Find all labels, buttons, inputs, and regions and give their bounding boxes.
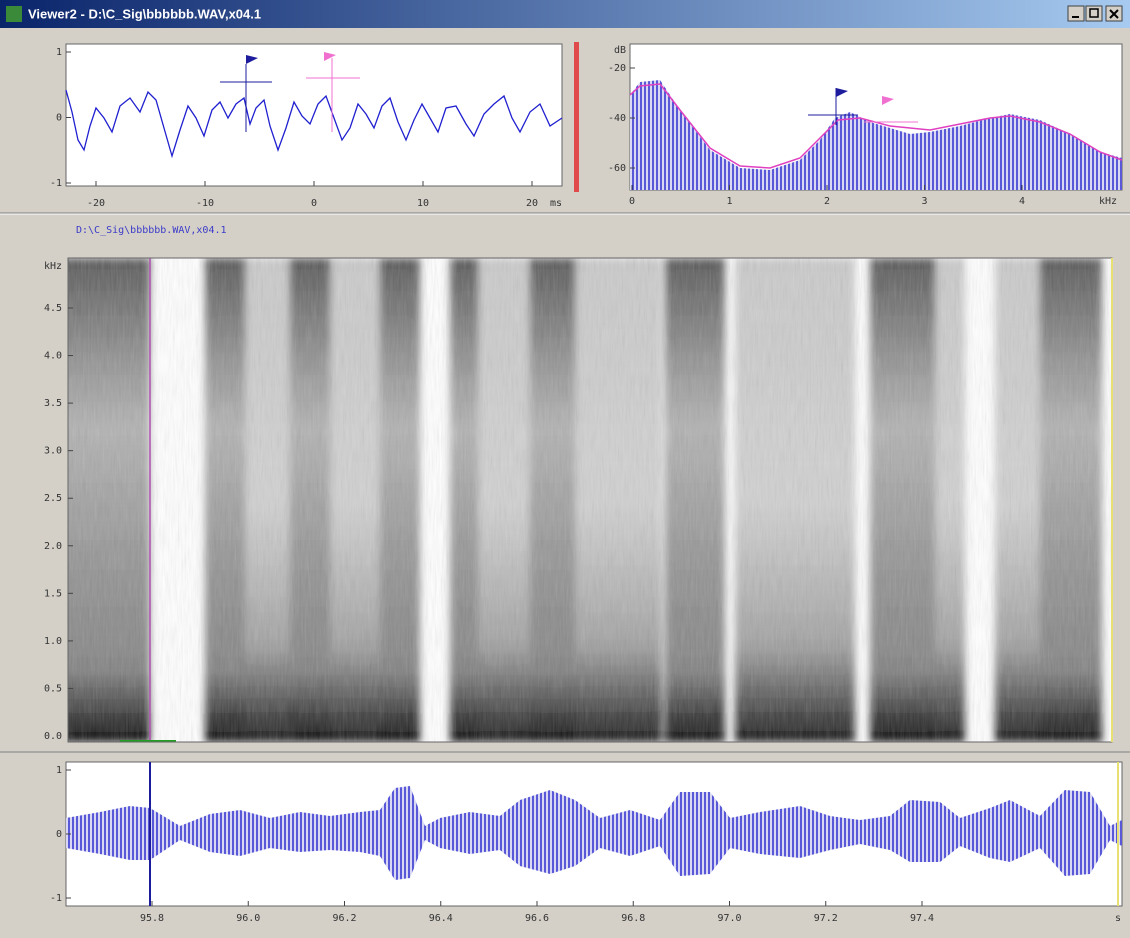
window-buttons[interactable] [1067, 5, 1123, 22]
minimize-button[interactable] [1067, 5, 1085, 22]
x-tick-label: 10 [417, 198, 429, 209]
spectral-envelope [629, 83, 1123, 169]
blue-flag [246, 55, 258, 64]
x-tick-label: 4 [1019, 196, 1025, 207]
y-tick-label: 0.0 [44, 731, 62, 742]
x-tick-label: 96.0 [236, 913, 260, 924]
x-tick-label: 3 [921, 196, 927, 207]
y-tick-label: -60 [608, 163, 626, 174]
x-tick-label: 96.4 [429, 913, 453, 924]
blue-flag [836, 88, 848, 97]
x-unit-label: kHz [1099, 196, 1117, 207]
waveform-trace [65, 89, 563, 159]
x-tick-label: -10 [196, 198, 214, 209]
y-tick-label: 2.0 [44, 541, 62, 552]
panel-marker [574, 42, 579, 192]
y-tick-label: 3.0 [44, 446, 62, 457]
signal-trace [66, 786, 1122, 880]
y-tick-label: 4.0 [44, 351, 62, 362]
x-tick-label: 1 [726, 196, 732, 207]
title-bar [0, 0, 1130, 28]
app-icon [6, 6, 22, 22]
spectrogram [68, 258, 1112, 742]
y-tick-label: 3.5 [44, 398, 62, 409]
y-tick-label: 1 [56, 765, 62, 776]
y-tick-label: -20 [608, 63, 626, 74]
y-unit-label: kHz [44, 261, 62, 272]
y-tick-label: 2.5 [44, 493, 62, 504]
magenta-flag [324, 52, 336, 61]
y-tick-label: 1 [56, 47, 62, 58]
y-tick-label: 4.5 [44, 303, 62, 314]
x-tick-label: 97.4 [910, 913, 934, 924]
x-tick-label: 0 [311, 198, 317, 209]
spectrum-trace [630, 80, 1122, 190]
x-tick-label: 96.8 [621, 913, 645, 924]
x-tick-label: 0 [629, 196, 635, 207]
y-tick-label: -1 [50, 893, 62, 904]
x-unit-label: s [1115, 913, 1121, 924]
x-tick-label: 20 [526, 198, 538, 209]
window-title: Viewer2 - D:\C_Sig\bbbbbb.WAV,x04.1 [28, 6, 261, 21]
x-tick-label: 95.8 [140, 913, 164, 924]
x-tick-label: 97.0 [717, 913, 741, 924]
y-tick-label: 1.5 [44, 588, 62, 599]
y-tick-label: -40 [608, 113, 626, 124]
x-tick-label: 96.2 [332, 913, 356, 924]
y-unit-label: dB [614, 45, 626, 56]
x-tick-label: 2 [824, 196, 830, 207]
y-tick-label: 0 [56, 829, 62, 840]
x-unit-label: ms [550, 198, 562, 209]
x-tick-label: -20 [87, 198, 105, 209]
y-tick-label: 0.5 [44, 683, 62, 694]
x-tick-label: 97.2 [814, 913, 838, 924]
file-label: D:\C_Sig\bbbbbb.WAV,x04.1 [76, 225, 227, 236]
y-tick-label: 1.0 [44, 636, 62, 647]
x-tick-label: 96.6 [525, 913, 549, 924]
y-tick-label: 0 [56, 113, 62, 124]
magenta-flag [882, 96, 894, 105]
y-tick-label: -1 [50, 178, 62, 189]
